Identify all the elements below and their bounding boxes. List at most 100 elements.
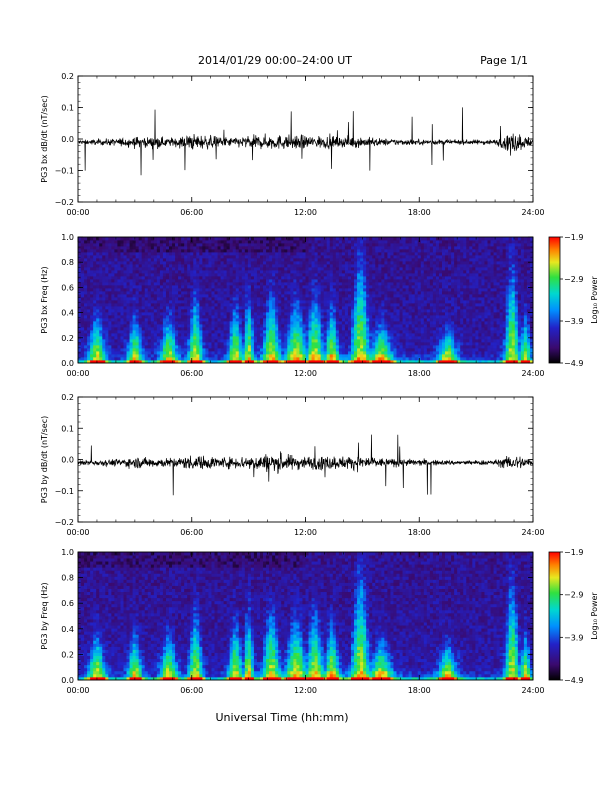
spectrogram-cell <box>247 240 252 244</box>
spectrogram-cell <box>238 357 243 361</box>
spectrogram-cell <box>172 321 176 325</box>
spectrogram-cell <box>335 348 340 352</box>
spectrogram-cell <box>90 240 94 244</box>
spectrogram-cell <box>126 261 130 265</box>
spectrogram-cell <box>226 288 231 292</box>
spectrogram-cell <box>165 327 170 331</box>
spectrogram-cell <box>269 258 273 262</box>
spectrogram-cell <box>138 300 143 304</box>
spectrogram-cell <box>296 258 300 262</box>
spectrogram-cell <box>338 297 343 301</box>
spectrogram-cell <box>390 357 394 361</box>
spectrogram-cell <box>387 324 391 328</box>
spectrogram-cell <box>347 339 352 343</box>
spectrogram-cell <box>199 297 203 301</box>
spectrogram-cell <box>153 288 158 292</box>
spectrogram-cell <box>229 345 234 349</box>
spectrogram-cell <box>302 315 306 319</box>
spectrogram-cell <box>232 294 237 298</box>
spectrogram-cell <box>290 261 294 265</box>
spectrogram-cell <box>150 252 155 256</box>
spectrogram-cell <box>260 348 264 352</box>
spectrogram-cell <box>93 288 97 292</box>
spectrogram-cell <box>96 336 100 340</box>
spectrogram-cell <box>205 273 209 277</box>
spectrogram-cell <box>393 354 397 358</box>
spectrogram-cell <box>81 348 85 352</box>
spectrogram-cell <box>293 258 297 262</box>
spectrogram-cell <box>241 321 246 325</box>
spectrogram-cell <box>323 297 328 301</box>
spectrogram-cell <box>241 345 246 349</box>
spectrogram-cell <box>111 312 115 316</box>
spectrogram-cell <box>165 351 170 355</box>
spectrogram-cell <box>357 264 361 268</box>
spectrogram-cell <box>90 309 94 313</box>
spectrogram-cell <box>135 345 140 349</box>
spectrogram-cell <box>354 282 358 286</box>
spectrogram-cell <box>250 315 255 319</box>
spectrogram-cell <box>302 273 306 277</box>
spectrogram-cell <box>338 327 343 331</box>
spectrogram-cell <box>378 261 382 265</box>
spectrogram-cell <box>217 327 221 331</box>
spectrogram-cell <box>169 309 173 313</box>
spectrogram-cell <box>84 321 88 325</box>
spectrogram-cell <box>147 255 152 259</box>
spectrogram-cell <box>132 300 137 304</box>
spectrogram-cell <box>78 330 82 334</box>
spectrogram-cell <box>347 330 352 334</box>
spectrogram-cell <box>99 348 103 352</box>
spectrogram-cell <box>426 267 431 271</box>
spectrogram-cell <box>129 327 133 331</box>
spectrogram-cell <box>369 327 373 331</box>
spectrogram-cell <box>241 327 246 331</box>
spectrogram-cell <box>317 282 322 286</box>
spectrogram-cell <box>226 240 231 244</box>
spectrogram-cell <box>165 291 170 295</box>
spectrogram-cell <box>141 324 146 328</box>
spectrogram-cell <box>341 240 346 244</box>
spectrogram-cell <box>156 327 161 331</box>
spectrogram-cell <box>238 288 243 292</box>
spectrogram-cell <box>87 282 91 286</box>
spectrogram-cell <box>357 351 361 355</box>
spectrogram-cell <box>360 360 364 364</box>
spectrogram-cell <box>405 261 410 265</box>
spectrogram-cell <box>420 327 425 331</box>
spectrogram-cell <box>123 288 127 292</box>
spectrogram-cell <box>293 357 297 361</box>
spectrogram-cell <box>281 252 285 256</box>
spectrogram-cell <box>269 276 273 280</box>
spectrogram-cell <box>369 357 373 361</box>
spectrogram-cell <box>81 333 85 337</box>
spectrogram-cell <box>211 258 215 262</box>
spectrogram-cell <box>99 360 103 364</box>
spectrogram-cell <box>141 315 146 319</box>
spectrogram-cell <box>117 279 121 283</box>
spectrogram-cell <box>293 354 297 358</box>
spectrogram-cell <box>360 282 364 286</box>
spectrogram-cell <box>326 285 331 289</box>
spectrogram-cell <box>81 327 85 331</box>
spectrogram-cell <box>253 285 258 289</box>
spectrogram-cell <box>281 270 285 274</box>
spectrogram-cell <box>108 321 112 325</box>
spectrogram-cell <box>126 315 130 319</box>
spectrogram-cell <box>190 258 194 262</box>
spectrogram-cell <box>338 237 343 241</box>
spectrogram-cell <box>250 288 255 292</box>
spectrogram-cell <box>311 294 315 298</box>
spectrogram-cell <box>384 282 388 286</box>
spectrogram-cell <box>387 288 391 292</box>
spectrogram-cell <box>241 357 246 361</box>
spectrogram-cell <box>338 249 343 253</box>
spectrogram-cell <box>269 321 273 325</box>
spectrogram-cell <box>111 300 115 304</box>
spectrogram-cell <box>293 261 297 265</box>
spectrogram-cell <box>244 330 249 334</box>
spectrogram-cell <box>181 255 185 259</box>
spectrogram-cell <box>220 348 224 352</box>
spectrogram-cell <box>338 279 343 283</box>
spectrogram-cell <box>96 345 100 349</box>
